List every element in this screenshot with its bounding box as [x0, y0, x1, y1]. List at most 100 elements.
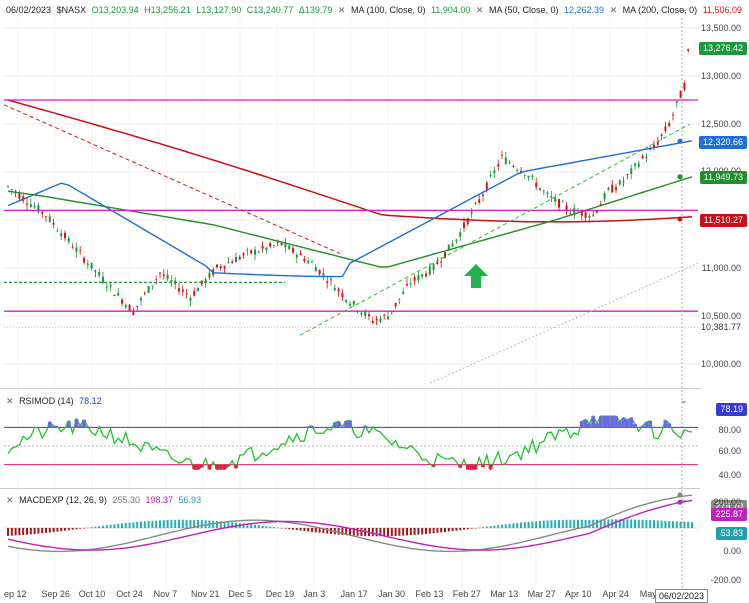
rsi-overbought-fill	[598, 416, 603, 428]
macd-histogram-bar	[189, 519, 192, 528]
uptrend-line	[299, 123, 691, 336]
macd-histogram-bar	[109, 524, 112, 528]
candle-body	[611, 184, 614, 193]
close-icon[interactable]: ✕	[6, 396, 14, 406]
macd-histogram-bar	[280, 528, 283, 529]
close-icon[interactable]: ✕	[6, 495, 14, 505]
macd-histogram-bar	[22, 528, 25, 535]
rsi-overbought-fill	[610, 416, 615, 428]
candle-body	[166, 274, 169, 280]
macd-signal-line	[7, 499, 693, 551]
candle-body	[626, 174, 629, 176]
candle-body	[307, 260, 310, 264]
rsi-value: 78.12	[79, 396, 102, 406]
candle-body	[679, 91, 682, 98]
time-axis-label: Nov 21	[191, 589, 220, 599]
candle-body	[60, 233, 63, 237]
macd-histogram-bar	[166, 520, 169, 528]
ma50-legend-value: 12,262.39	[564, 5, 605, 15]
time-axis-label: Apr 24	[602, 589, 629, 599]
candle-body	[539, 188, 541, 191]
macd-histogram-bar	[295, 528, 298, 531]
candle-body	[394, 302, 397, 307]
close-icon[interactable]: ✕	[475, 5, 484, 15]
ma200-legend-label[interactable]: MA (200, Close, 0)	[622, 5, 698, 15]
rsi-overbought-fill	[47, 421, 52, 428]
rsi-overbought-fill	[74, 419, 79, 428]
rsi-overbought-fill	[644, 422, 649, 428]
macd-histogram-bar	[485, 526, 488, 528]
close-icon[interactable]: ✕	[609, 5, 618, 15]
macd-histogram-bar	[223, 521, 226, 528]
legend-symbol[interactable]: $NASX	[56, 5, 87, 15]
candle-body	[86, 263, 89, 266]
macd-label[interactable]: MACDEXP (12, 26, 9)	[19, 495, 107, 505]
rsi-overbought-fill	[625, 419, 630, 428]
candle-body	[105, 286, 108, 288]
time-axis-label: Oct 24	[116, 589, 143, 599]
chevron-down-icon[interactable]: ⌄	[680, 4, 688, 14]
macd-histogram-bar	[219, 521, 222, 528]
macd-histogram-bar	[314, 528, 317, 533]
macd-histogram-bar	[660, 520, 663, 528]
time-axis-label: Oct 10	[78, 589, 106, 599]
rsi-overbought-fill	[606, 416, 611, 428]
macd-histogram-bar	[143, 521, 146, 528]
ma50-legend-label[interactable]: MA (50, Close, 0)	[488, 5, 559, 15]
candle-body	[128, 304, 131, 311]
macd-histogram-bar	[394, 528, 397, 536]
rsi-overbought-fill	[82, 419, 86, 428]
macd-histogram-bar	[501, 524, 503, 528]
chevron-down-icon[interactable]: ⌄	[680, 395, 688, 405]
candle-body	[398, 298, 401, 300]
macd-histogram-bar	[455, 528, 458, 531]
macd-histogram-bar	[402, 528, 405, 536]
rsi-overbought-fill	[587, 423, 592, 428]
macd-histogram-bar	[641, 519, 644, 528]
macd-histogram-bar	[273, 527, 275, 528]
macd-histogram-bar	[599, 519, 602, 528]
macd-histogram-bar	[421, 528, 424, 535]
macd-histogram-bar	[307, 528, 310, 532]
candle-body	[565, 205, 568, 210]
macd-histogram-bar	[299, 528, 302, 531]
time-axis-label: ep 12	[4, 589, 27, 599]
macd-histogram-bar	[687, 521, 690, 528]
macd-histogram-bar	[86, 527, 89, 529]
candle-body	[231, 261, 234, 264]
macd-value-line: 255.30	[112, 495, 140, 505]
candle-body	[242, 253, 245, 256]
candle-body	[219, 266, 222, 269]
rsi-oversold-fill	[469, 464, 474, 470]
macd-histogram-bar	[136, 521, 139, 528]
macd-histogram-bar	[254, 524, 256, 528]
candle-body	[497, 164, 500, 167]
candle-body	[71, 247, 74, 249]
price-tick: 10,500.00	[700, 311, 741, 321]
macd-histogram-bar	[117, 523, 120, 528]
rsi-label[interactable]: RSIMOD (14)	[19, 396, 74, 406]
macd-histogram-bar	[406, 528, 408, 536]
macd-histogram-bar	[390, 528, 393, 537]
candle-body	[67, 238, 70, 242]
chevron-down-icon[interactable]: ⌄	[680, 494, 688, 504]
candle-body	[269, 243, 272, 247]
candle-body	[79, 250, 82, 252]
panel-divider[interactable]	[0, 488, 700, 489]
ma100-legend-label[interactable]: MA (100, Close, 0)	[350, 5, 426, 15]
time-axis-label: Feb 13	[415, 589, 444, 599]
macd-histogram-bar	[531, 521, 534, 528]
macd-histogram-bar	[440, 528, 443, 533]
candle-body	[672, 114, 674, 116]
close-icon[interactable]: ✕	[337, 5, 346, 15]
macd-histogram-bar	[398, 528, 401, 536]
rsi-oversold-fill	[215, 464, 219, 470]
rsi-oversold-fill	[458, 464, 463, 468]
macd-histogram-bar	[387, 528, 389, 537]
panel-divider[interactable]	[0, 388, 700, 389]
macd-histogram-bar	[444, 528, 446, 532]
macd-histogram-bar	[79, 528, 82, 529]
macd-histogram-bar	[474, 528, 477, 529]
